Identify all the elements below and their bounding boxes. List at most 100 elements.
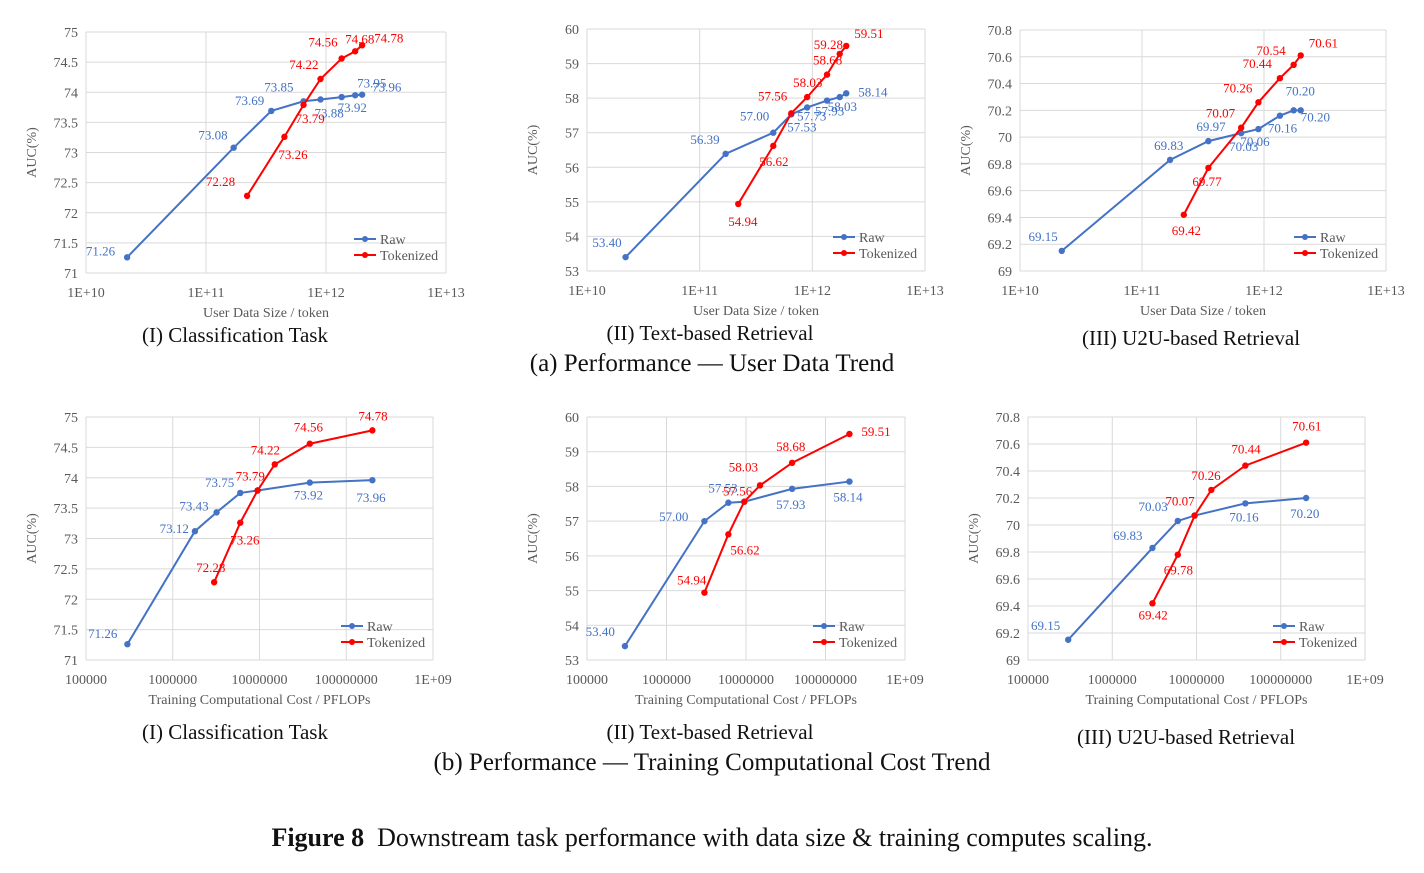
y-tick-label: 74 <box>64 86 78 101</box>
data-label-raw: 69.15 <box>1031 618 1060 633</box>
data-point-raw <box>788 485 796 493</box>
data-label-raw: 70.16 <box>1229 509 1259 524</box>
y-axis-label: AUC(%) <box>25 513 40 564</box>
data-label-tokenized: 72.28 <box>196 560 225 575</box>
x-tick-label: 1E+13 <box>906 284 943 299</box>
y-tick-label: 70.2 <box>996 492 1021 507</box>
data-point-raw <box>701 517 708 525</box>
data-label-tokenized: 58.03 <box>729 459 758 474</box>
y-tick-label: 70.4 <box>988 78 1013 93</box>
data-point-raw <box>722 150 729 158</box>
x-tick-label: 1E+11 <box>188 286 225 301</box>
data-label-tokenized: 69.42 <box>1138 607 1167 622</box>
data-label-raw: 69.97 <box>1196 119 1226 134</box>
chart-subtitle: (I) Classification Task <box>142 720 328 744</box>
chart-compute-u2u-retrieval: 69 69.2 69.4 69.6 69.8 70 70.2 70.4 70.6 70.8 1000… <box>967 411 1384 748</box>
y-tick-label: 74.5 <box>54 441 79 456</box>
legend-marker-tokenized <box>841 250 847 256</box>
x-tick-label: 100000000 <box>1249 673 1312 688</box>
x-axis-label: Training Computational Cost / PFLOPs <box>635 693 857 708</box>
y-tick-label: 69.6 <box>996 573 1021 588</box>
data-label-tokenized: 54.94 <box>728 214 758 229</box>
x-tick-label: 10000000 <box>232 673 288 688</box>
data-point-tokenized <box>254 487 261 494</box>
y-axis-label: AUC(%) <box>526 124 541 175</box>
y-tick-label: 69.4 <box>996 600 1021 615</box>
y-tick-label: 71 <box>64 267 78 282</box>
data-point-tokenized <box>1149 600 1156 607</box>
data-point-raw <box>1255 125 1262 133</box>
data-point-tokenized <box>770 142 777 150</box>
y-tick-label: 75 <box>64 26 78 41</box>
chart-user-data-u2u-retrieval: 69 69.2 69.4 69.6 69.8 70 70.2 70.4 70.6 70.8 1E+1… <box>959 24 1405 350</box>
data-label-raw: 70.03 <box>1229 139 1258 154</box>
data-label-tokenized: 69.78 <box>1164 563 1193 578</box>
y-tick-label: 54 <box>565 230 579 245</box>
y-tick-label: 56 <box>565 550 579 565</box>
x-axis-label: User Data Size / token <box>203 306 329 321</box>
data-point-tokenized <box>243 192 251 200</box>
data-label-raw: 57.73 <box>797 108 826 123</box>
data-point-tokenized <box>1255 99 1262 106</box>
data-point-raw <box>1058 247 1065 255</box>
data-point-tokenized <box>1302 439 1310 446</box>
legend-label-raw: Raw <box>859 231 886 246</box>
x-tick-label: 1000000 <box>148 673 197 688</box>
data-point-tokenized <box>369 427 376 434</box>
data-label-raw: 57.93 <box>776 497 805 512</box>
data-point-tokenized <box>1208 486 1215 494</box>
data-label-raw: 73.92 <box>294 488 323 503</box>
chart-compute-classification: 71 71.5 72 72.5 73 73.5 74 74.5 75 100000 1000000 1… <box>25 408 452 744</box>
data-point-raw <box>803 104 811 111</box>
y-axis-label: AUC(%) <box>959 125 974 176</box>
y-tick-label: 72 <box>64 593 78 608</box>
data-label-raw: 70.06 <box>1240 134 1270 149</box>
y-tick-label: 53 <box>565 265 579 280</box>
data-point-raw <box>1205 137 1212 145</box>
data-point-raw <box>1297 107 1304 114</box>
data-label-tokenized: 70.44 <box>1243 56 1273 71</box>
x-tick-label: 1E+12 <box>307 286 344 301</box>
data-point-tokenized <box>1191 512 1198 519</box>
data-label-tokenized: 69.77 <box>1192 174 1222 189</box>
x-axis-label: Training Computational Cost / PFLOPs <box>1086 693 1308 708</box>
data-label-raw: 73.96 <box>356 490 386 505</box>
data-point-tokenized <box>846 430 853 438</box>
y-tick-label: 70.2 <box>988 104 1013 119</box>
data-label-tokenized: 70.07 <box>1165 494 1195 509</box>
data-label-raw: 58.14 <box>858 84 888 99</box>
data-point-raw <box>124 641 131 648</box>
data-label-tokenized: 57.56 <box>758 88 788 103</box>
y-tick-label: 69.2 <box>996 627 1021 642</box>
data-point-raw <box>306 479 313 486</box>
y-tick-label: 70.6 <box>996 438 1021 453</box>
y-tick-label: 75 <box>64 411 78 426</box>
x-tick-label: 100000 <box>1007 673 1049 688</box>
y-tick-label: 55 <box>565 196 579 211</box>
y-tick-label: 58 <box>565 92 579 107</box>
data-label-tokenized: 74.22 <box>251 442 280 457</box>
data-label-raw: 69.83 <box>1113 528 1142 543</box>
y-axis-label: AUC(%) <box>25 127 40 178</box>
data-point-raw <box>1302 494 1310 502</box>
chart-subtitle: (I) Classification Task <box>142 323 328 347</box>
chart-user-data-classification: 71 71.5 72 72.5 73 73.5 74 74.5 75 1E+10 1E+11 1E+1… <box>25 26 465 347</box>
data-point-tokenized <box>210 579 218 586</box>
data-label-raw: 73.95 <box>357 75 386 90</box>
x-axis-label: Training Computational Cost / PFLOPs <box>149 693 371 708</box>
y-tick-label: 72.5 <box>54 563 79 578</box>
data-point-raw <box>1276 112 1284 119</box>
data-label-tokenized: 59.51 <box>861 424 890 439</box>
data-label-raw: 71.26 <box>86 243 116 258</box>
y-tick-label: 69.2 <box>988 238 1013 253</box>
legend-label-tokenized: Tokenized <box>1320 247 1378 262</box>
legend-marker-tokenized <box>349 639 355 645</box>
y-tick-label: 60 <box>565 23 579 38</box>
data-label-raw: 73.96 <box>372 80 402 95</box>
data-label-raw: 69.83 <box>1154 138 1183 153</box>
x-tick-label: 1E+10 <box>1001 284 1038 299</box>
data-point-raw <box>1174 517 1182 525</box>
data-point-raw <box>230 144 237 151</box>
y-axis-label: AUC(%) <box>967 513 982 564</box>
y-tick-label: 73.5 <box>54 502 79 517</box>
